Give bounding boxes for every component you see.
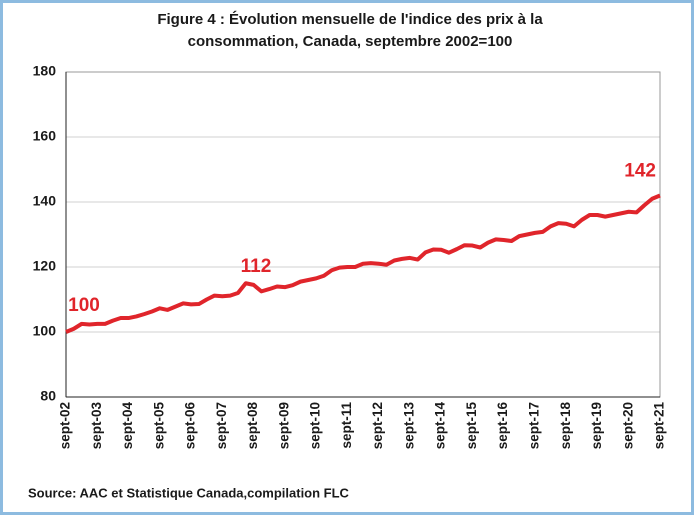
- line-series: [65, 193, 661, 334]
- chart-title: consommation, Canada, septembre 2002=100: [188, 33, 513, 50]
- x-tick-label: sept-09: [276, 402, 291, 449]
- y-tick-label: 180: [33, 63, 57, 79]
- x-tick-label: sept-14: [433, 402, 448, 450]
- x-tick-label: sept-21: [652, 402, 667, 450]
- y-tick-label: 160: [33, 128, 57, 144]
- x-tick-label: sept-10: [308, 402, 323, 449]
- x-tick-label: sept-11: [339, 402, 354, 449]
- y-tick-label: 140: [33, 193, 57, 209]
- x-tick-label: sept-16: [495, 402, 510, 450]
- value-label: 142: [624, 161, 656, 182]
- x-tick-label: sept-05: [151, 402, 166, 450]
- x-tick-label: sept-02: [58, 402, 73, 449]
- x-tick-label: sept-12: [370, 402, 385, 449]
- x-tick-label: sept-20: [620, 402, 635, 449]
- y-tick-label: 100: [33, 323, 57, 339]
- x-tick-label: sept-15: [464, 402, 479, 450]
- value-label: 100: [68, 295, 100, 316]
- source: Source: AAC et Statistique Canada,compil…: [28, 485, 350, 500]
- value-label: 112: [241, 256, 272, 277]
- x-tick-label: sept-08: [245, 402, 260, 450]
- x-tick-label: sept-04: [120, 402, 135, 450]
- y-tick-label: 120: [33, 258, 57, 274]
- x-tick-label: sept-03: [89, 402, 104, 450]
- x-tick-label: sept-13: [401, 402, 416, 450]
- chart-title: Figure 4 : Évolution mensuelle de l'indi…: [157, 11, 543, 28]
- y-tick-label: 80: [40, 388, 56, 404]
- x-tick-label: sept-06: [183, 402, 198, 450]
- x-tick-label: sept-19: [589, 402, 604, 449]
- x-tick-label: sept-18: [558, 402, 573, 450]
- x-tick-label: sept-17: [527, 402, 542, 449]
- x-tick-label: sept-07: [214, 402, 229, 449]
